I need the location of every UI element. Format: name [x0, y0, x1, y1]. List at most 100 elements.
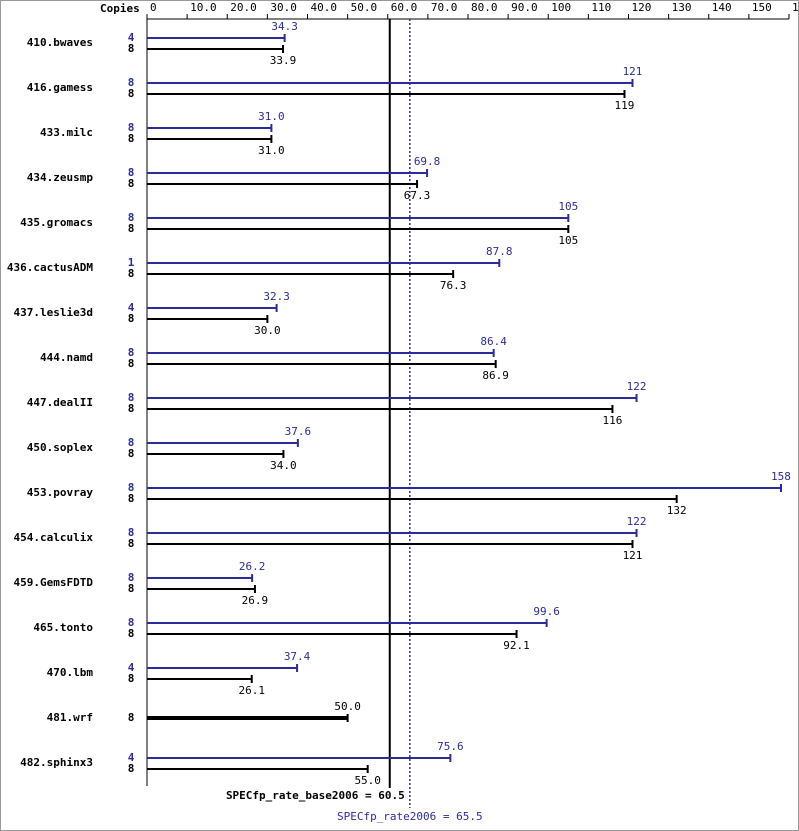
value-label: 26.1	[238, 684, 265, 697]
x-tick-label: 100	[551, 1, 571, 14]
x-tick-label: 150	[752, 1, 772, 14]
copies-label: 8	[128, 481, 135, 494]
category-label: 454.calculix	[14, 531, 94, 544]
category-label: 450.soplex	[27, 441, 94, 454]
value-label: 105	[558, 234, 578, 247]
category-label: 437.leslie3d	[14, 306, 93, 319]
value-label: 132	[667, 504, 687, 517]
x-tick-label: 80.0	[471, 1, 498, 14]
value-label: 119	[615, 99, 635, 112]
category-label: 465.tonto	[33, 621, 93, 634]
copies-label: 8	[128, 346, 135, 359]
x-tick-label: 60.0	[391, 1, 418, 14]
value-label: 158	[771, 470, 791, 483]
value-label: 76.3	[440, 279, 467, 292]
value-label: 121	[623, 549, 643, 562]
reference-label: SPECfp_rate_base2006 = 60.5	[226, 789, 405, 802]
value-label: 116	[603, 414, 623, 427]
value-label: 122	[627, 515, 647, 528]
copies-label: 1	[128, 256, 135, 269]
category-label: 433.milc	[40, 126, 93, 139]
category-label: 410.bwaves	[27, 36, 93, 49]
copies-label: 8	[128, 312, 135, 325]
copies-label: 8	[128, 762, 135, 775]
value-label: 99.6	[533, 605, 560, 618]
value-label: 32.3	[263, 290, 290, 303]
category-label: 447.dealII	[27, 396, 93, 409]
value-label: 34.3	[271, 20, 298, 33]
copies-label: 8	[128, 582, 135, 595]
x-tick-label: 0	[150, 1, 157, 14]
copies-label: 8	[128, 616, 135, 629]
copies-label: 8	[128, 267, 135, 280]
copies-label: 8	[128, 177, 135, 190]
value-label: 26.2	[239, 560, 266, 573]
copies-label: 8	[128, 76, 135, 89]
copies-label: 4	[128, 31, 135, 44]
copies-label: 8	[128, 357, 135, 370]
value-label: 92.1	[503, 639, 530, 652]
x-tick-label: 130	[672, 1, 692, 14]
value-label: 86.4	[480, 335, 507, 348]
copies-label: 8	[128, 447, 135, 460]
value-label: 37.4	[284, 650, 311, 663]
value-label: 87.8	[486, 245, 513, 258]
x-tick-label: 70.0	[431, 1, 458, 14]
copies-label: 8	[128, 87, 135, 100]
category-label: 459.GemsFDTD	[14, 576, 94, 589]
copies-label: 8	[128, 222, 135, 235]
value-label: 26.9	[242, 594, 269, 607]
copies-label: 4	[128, 301, 135, 314]
value-label: 55.0	[354, 774, 381, 787]
category-label: 481.wrf	[47, 711, 93, 724]
copies-label: 8	[128, 526, 135, 539]
category-label: 434.zeusmp	[27, 171, 94, 184]
value-label: 86.9	[482, 369, 509, 382]
x-tick-label: 30.0	[270, 1, 297, 14]
category-label: 436.cactusADM	[7, 261, 93, 274]
copies-label: 8	[128, 42, 135, 55]
x-tick-label: 120	[632, 1, 652, 14]
value-label: 69.8	[414, 155, 441, 168]
x-tick-label: 10.0	[190, 1, 217, 14]
category-label: 416.gamess	[27, 81, 93, 94]
value-label: 75.6	[437, 740, 464, 753]
copies-label: 8	[128, 711, 135, 724]
x-tick-label: 140	[712, 1, 732, 14]
copies-label: 8	[128, 492, 135, 505]
copies-label: 8	[128, 627, 135, 640]
category-label: 444.namd	[40, 351, 93, 364]
copies-label: 8	[128, 672, 135, 685]
reference-label: SPECfp_rate2006 = 65.5	[337, 810, 483, 823]
copies-label: 8	[128, 391, 135, 404]
x-tick-label: 110	[591, 1, 611, 14]
value-label: 30.0	[254, 324, 281, 337]
category-label: 435.gromacs	[20, 216, 93, 229]
x-tick-label: 160	[792, 1, 799, 14]
copies-label: 8	[128, 537, 135, 550]
x-tick-label: 40.0	[311, 1, 338, 14]
value-label: 33.9	[270, 54, 297, 67]
value-label: 67.3	[404, 189, 431, 202]
copies-label: 8	[128, 132, 135, 145]
copies-label: 8	[128, 121, 135, 134]
copies-label: 8	[128, 571, 135, 584]
x-tick-label: 50.0	[351, 1, 378, 14]
copies-label: 8	[128, 211, 135, 224]
category-label: 453.povray	[27, 486, 94, 499]
copies-label: 8	[128, 402, 135, 415]
category-label: 482.sphinx3	[20, 756, 93, 769]
copies-header: Copies	[100, 2, 140, 15]
value-label: 122	[627, 380, 647, 393]
value-label: 37.6	[285, 425, 312, 438]
value-label: 34.0	[270, 459, 297, 472]
copies-label: 8	[128, 166, 135, 179]
copies-label: 8	[128, 436, 135, 449]
value-label: 31.0	[258, 110, 285, 123]
copies-label: 4	[128, 751, 135, 764]
value-label: 31.0	[258, 144, 285, 157]
value-label: 50.0	[334, 700, 361, 713]
value-label: 105	[558, 200, 578, 213]
